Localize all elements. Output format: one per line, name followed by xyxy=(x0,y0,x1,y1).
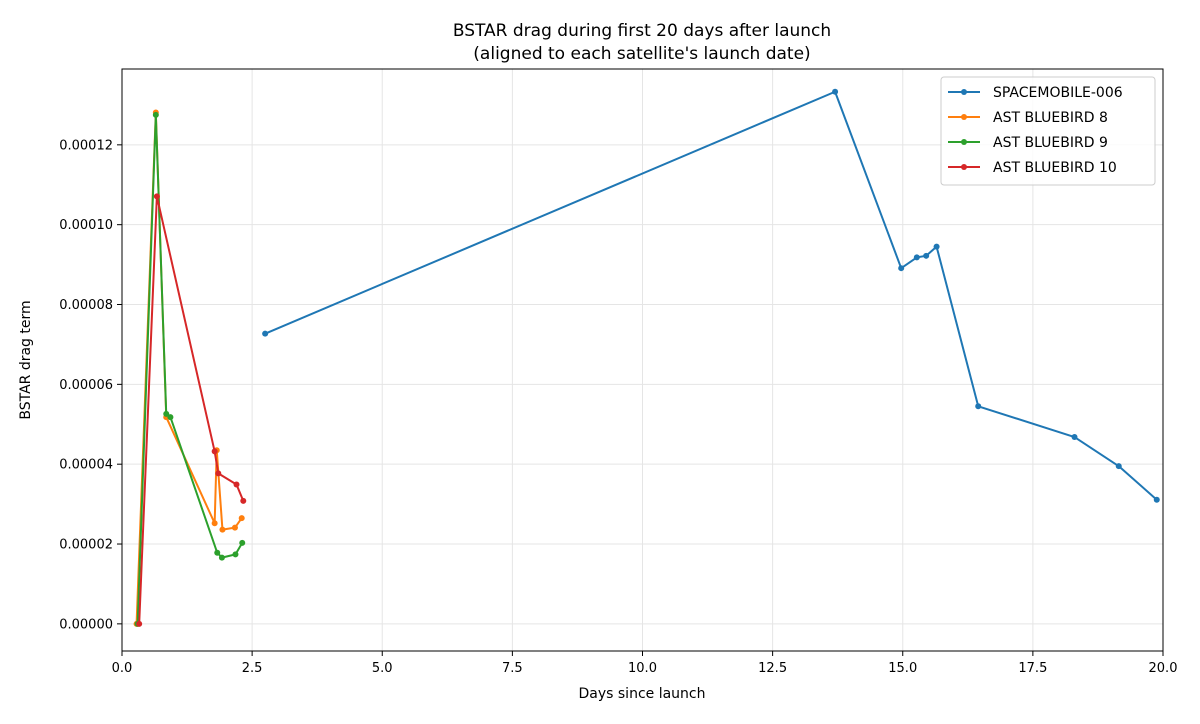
x-tick-label: 12.5 xyxy=(758,661,787,676)
y-tick-label: 0.00006 xyxy=(59,378,113,393)
x-tick-label: 0.0 xyxy=(112,661,133,676)
legend-swatch-marker xyxy=(961,139,967,145)
data-point xyxy=(975,403,982,410)
data-point xyxy=(832,88,839,95)
data-point xyxy=(240,497,247,504)
series-line-0 xyxy=(264,90,1158,501)
data-point xyxy=(136,620,143,627)
data-point xyxy=(231,524,238,531)
data-point xyxy=(239,539,246,546)
data-point xyxy=(152,111,159,118)
y-tick-label: 0.00010 xyxy=(59,218,113,233)
data-point xyxy=(898,265,905,272)
data-point xyxy=(167,414,174,421)
data-point xyxy=(214,549,221,556)
y-tick-label: 0.00000 xyxy=(59,617,113,632)
data-point xyxy=(233,481,240,488)
data-point xyxy=(218,554,225,561)
y-tick-label: 0.00004 xyxy=(59,458,113,473)
data-point xyxy=(211,520,218,527)
data-point xyxy=(1115,463,1122,470)
x-tick-label: 10.0 xyxy=(628,661,657,676)
y-tick-label: 0.00008 xyxy=(59,298,113,313)
data-point xyxy=(163,410,170,417)
x-tick-label: 5.0 xyxy=(372,661,393,676)
x-tick-label: 17.5 xyxy=(1018,661,1047,676)
y-axis-label: BSTAR drag term xyxy=(18,300,34,419)
y-tick-label: 0.00012 xyxy=(59,138,113,153)
data-point xyxy=(1071,434,1078,441)
legend-label: AST BLUEBIRD 9 xyxy=(993,135,1108,151)
data-point xyxy=(933,243,940,250)
legend-swatch-marker xyxy=(961,164,967,170)
data-point xyxy=(215,470,222,477)
data-point xyxy=(211,448,218,455)
legend-box xyxy=(940,76,1156,186)
data-point xyxy=(153,193,160,200)
x-tick-label: 15.0 xyxy=(888,661,917,676)
data-point xyxy=(219,526,226,533)
legend-label: AST BLUEBIRD 10 xyxy=(993,160,1117,176)
chart-title: BSTAR drag during first 20 days after la… xyxy=(453,21,831,41)
data-point xyxy=(238,515,245,522)
chart-subtitle: (aligned to each satellite's launch date… xyxy=(473,44,810,64)
data-point xyxy=(262,330,269,337)
x-axis-label: Days since launch xyxy=(579,686,706,702)
legend-label: AST BLUEBIRD 8 xyxy=(993,110,1108,126)
data-point xyxy=(913,254,920,261)
data-point xyxy=(923,252,930,259)
x-tick-label: 20.0 xyxy=(1149,661,1178,676)
x-tick-label: 7.5 xyxy=(502,661,523,676)
legend-label: SPACEMOBILE-006 xyxy=(993,85,1123,101)
y-tick-label: 0.00002 xyxy=(59,538,113,553)
legend-swatch-marker xyxy=(961,89,967,95)
data-point xyxy=(1153,496,1160,503)
x-tick-label: 2.5 xyxy=(242,661,263,676)
data-point xyxy=(232,551,239,558)
legend-swatch-marker xyxy=(961,114,967,120)
